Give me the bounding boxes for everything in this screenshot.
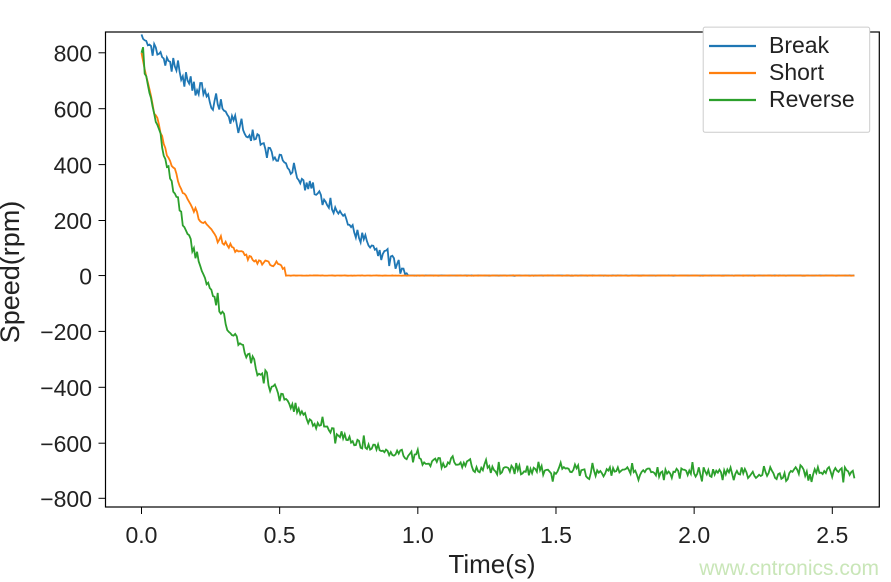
svg-text:−200: −200 bbox=[40, 319, 92, 345]
svg-text:200: 200 bbox=[54, 208, 92, 234]
svg-text:www.cntronics.com: www.cntronics.com bbox=[698, 557, 879, 580]
svg-text:1.0: 1.0 bbox=[402, 522, 434, 548]
svg-text:Short: Short bbox=[769, 59, 825, 85]
svg-text:2.5: 2.5 bbox=[816, 522, 848, 548]
svg-text:800: 800 bbox=[54, 41, 92, 67]
svg-text:400: 400 bbox=[54, 152, 92, 178]
svg-text:Break: Break bbox=[769, 32, 830, 58]
svg-text:Speed(rpm): Speed(rpm) bbox=[0, 201, 25, 344]
svg-text:600: 600 bbox=[54, 96, 92, 122]
svg-text:1.5: 1.5 bbox=[540, 522, 572, 548]
svg-text:0.5: 0.5 bbox=[264, 522, 296, 548]
svg-text:−800: −800 bbox=[40, 486, 92, 512]
svg-text:Reverse: Reverse bbox=[769, 86, 855, 112]
svg-text:Time(s): Time(s) bbox=[448, 549, 535, 579]
svg-text:0: 0 bbox=[79, 263, 92, 289]
svg-text:−400: −400 bbox=[40, 375, 92, 401]
svg-text:−600: −600 bbox=[40, 431, 92, 457]
svg-text:0.0: 0.0 bbox=[126, 522, 158, 548]
svg-text:2.0: 2.0 bbox=[678, 522, 710, 548]
